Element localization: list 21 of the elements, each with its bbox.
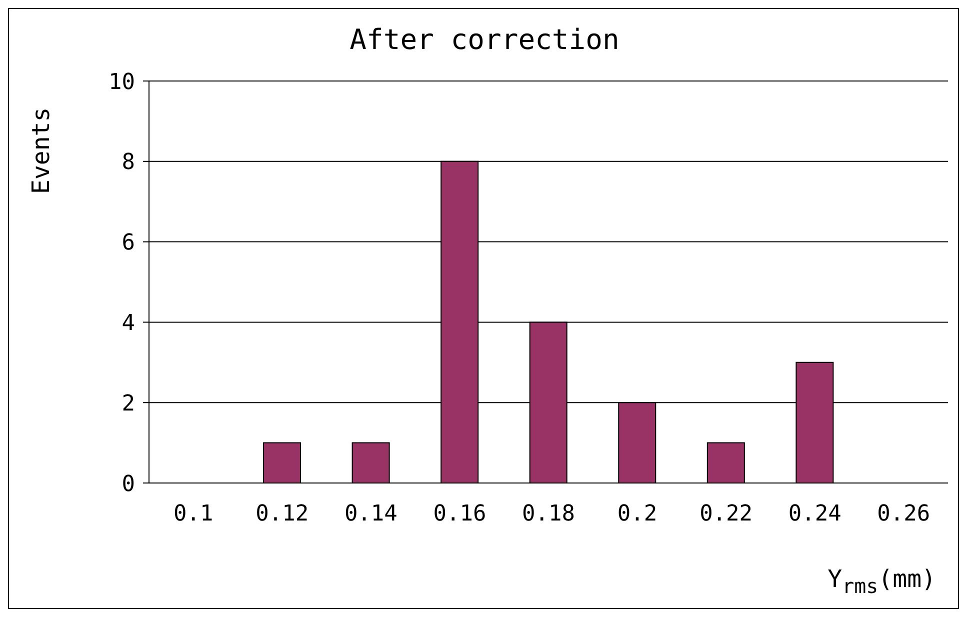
y-axis-title: Events (27, 107, 55, 194)
x-tick-label: 0.14 (344, 502, 398, 527)
y-tick-label: 10 (108, 70, 135, 95)
x-tick-label: 0.1 (174, 502, 214, 527)
x-tick-label: 0.22 (700, 502, 753, 527)
y-tick-label: 0 (122, 472, 135, 497)
chart-title: After correction (348, 23, 620, 56)
y-tick-label: 6 (122, 230, 135, 256)
bar (263, 442, 302, 483)
y-tick-label: 2 (122, 391, 135, 416)
x-tick-label: 0.18 (522, 502, 575, 527)
x-tick-label: 0.26 (877, 502, 930, 527)
x-tick-label: 0.24 (788, 502, 842, 527)
x-tick-label: 0.2 (617, 502, 658, 527)
x-axis-title: Y$_{rms}$(mm) (828, 565, 936, 598)
y-tick-label: 8 (122, 150, 135, 176)
bar (352, 442, 390, 483)
bar (706, 442, 745, 483)
x-tick-label: 0.16 (433, 502, 486, 527)
x-tick-label: 0.12 (256, 502, 309, 527)
y-tick-label: 4 (122, 311, 135, 336)
